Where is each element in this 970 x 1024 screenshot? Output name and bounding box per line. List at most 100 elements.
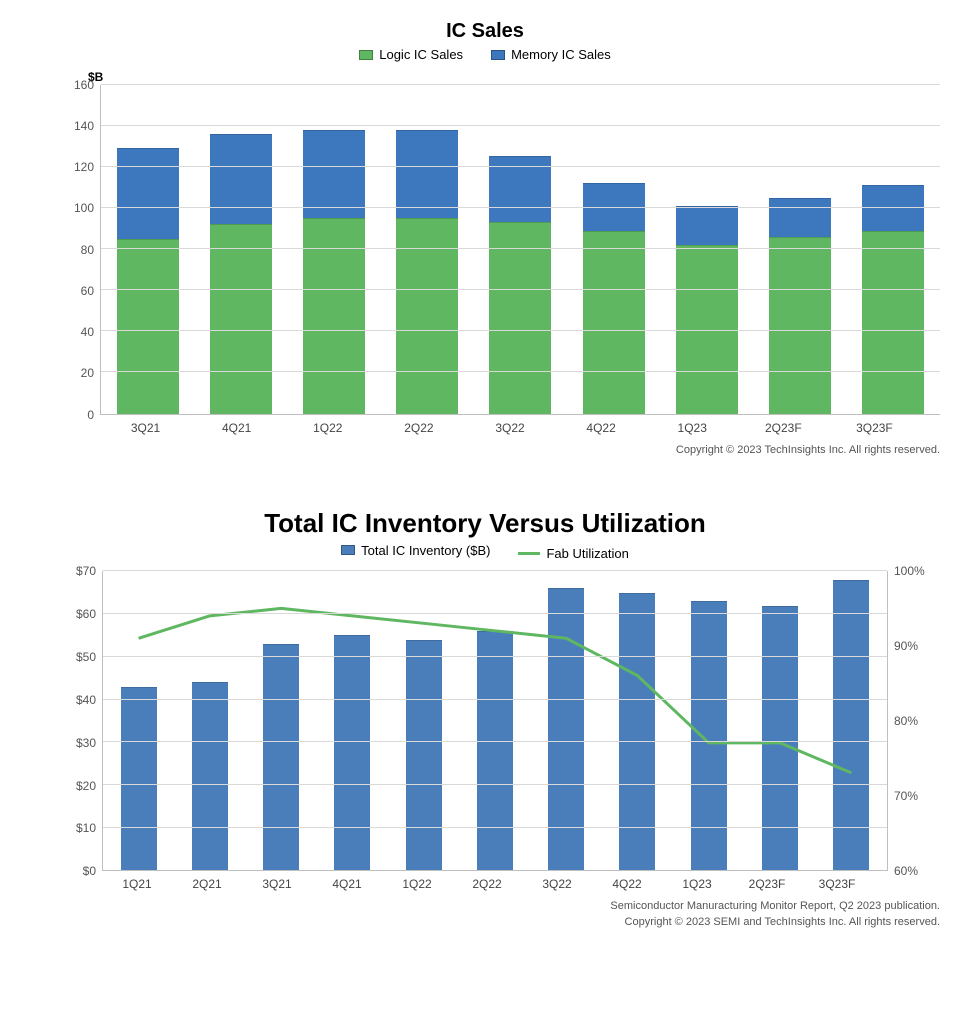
bar [489,85,551,414]
chart2-plot-area [102,571,888,871]
inventory-utilization-chart: Total IC Inventory Versus Utilization To… [30,508,940,930]
x-tick-label: 1Q21 [102,877,172,891]
legend-label: Memory IC Sales [511,47,611,62]
bar-segment [548,588,584,870]
bar-segment [691,601,727,870]
gridline [101,125,940,126]
x-tick-label: 1Q22 [382,877,452,891]
chart2-title: Total IC Inventory Versus Utilization [30,508,940,539]
bar-segment [762,606,798,871]
legend-label: Logic IC Sales [379,47,463,62]
legend-swatch [359,50,373,60]
bar [833,571,869,870]
x-tick-label: 1Q23 [647,421,738,435]
legend-label: Fab Utilization [546,546,628,561]
chart2-legend: Total IC Inventory ($B) Fab Utilization [30,543,940,562]
bar [210,85,272,414]
x-tick-label: 3Q21 [242,877,312,891]
gridline [103,741,887,742]
x-tick-label: 4Q22 [592,877,662,891]
chart2-y-axis-left: $70$60$50$40$30$20$10$0 [60,571,102,871]
gridline [101,166,940,167]
chart1-bars [101,85,940,414]
gridline [103,613,887,614]
bar [263,571,299,870]
x-tick-label: 3Q21 [100,421,191,435]
x-tick-label: 3Q23F [829,421,920,435]
gridline [101,330,940,331]
x-tick-label: 2Q21 [172,877,242,891]
chart1-copyright: Copyright © 2023 TechInsights Inc. All r… [30,443,940,458]
bar-segment [862,231,924,414]
bar-segment [210,224,272,413]
x-tick-label: 2Q23F [732,877,802,891]
x-tick-label: 3Q22 [464,421,555,435]
legend-swatch [341,545,355,555]
bar [769,85,831,414]
legend-item: Memory IC Sales [491,47,611,62]
gridline [103,656,887,657]
gridline [101,84,940,85]
chart1-legend: Logic IC Sales Memory IC Sales [30,47,940,63]
bar-segment [676,245,738,414]
bar-segment [117,148,179,238]
bar-segment [396,130,458,218]
legend-swatch [518,552,540,555]
bar-segment [619,593,655,871]
bar-segment [477,631,513,870]
chart1-x-axis: 3Q214Q211Q222Q223Q224Q221Q232Q23F3Q23F [100,421,920,435]
x-tick-label: 2Q23F [738,421,829,435]
chart1-y-axis: 160140120100806040200 [60,85,100,415]
legend-label: Total IC Inventory ($B) [361,543,490,558]
bar-segment [676,206,738,245]
bar-segment [406,640,442,871]
bar [406,571,442,870]
bar-segment [769,198,831,237]
x-tick-label: 2Q22 [452,877,522,891]
bar [762,571,798,870]
bar-segment [192,682,228,870]
bar-segment [210,134,272,224]
bar [477,571,513,870]
bar-segment [334,635,370,870]
legend-item: Fab Utilization [518,546,628,561]
bar-segment [769,237,831,414]
chart2-copyright-line2: Copyright © 2023 SEMI and TechInsights I… [625,916,940,928]
bar [548,571,584,870]
bar [583,85,645,414]
x-tick-label: 3Q23F [802,877,872,891]
chart1-title: IC Sales [30,20,940,43]
chart2-copyright-line1: Semiconductor Manuracturing Monitor Repo… [610,900,940,912]
bar [192,571,228,870]
gridline [101,248,940,249]
chart1-plot-area [100,85,940,415]
chart2-x-axis: 1Q212Q213Q214Q211Q222Q223Q224Q221Q232Q23… [102,877,872,891]
legend-item: Total IC Inventory ($B) [341,543,490,558]
x-tick-label: 4Q22 [556,421,647,435]
x-tick-label: 2Q22 [373,421,464,435]
legend-item: Logic IC Sales [359,47,463,62]
legend-swatch [491,50,505,60]
x-tick-label: 1Q22 [282,421,373,435]
bar-segment [263,644,299,870]
gridline [103,699,887,700]
bar [619,571,655,870]
bar-segment [303,130,365,218]
gridline [103,570,887,571]
bar [303,85,365,414]
bar-segment [121,687,157,871]
x-tick-label: 4Q21 [312,877,382,891]
gridline [103,827,887,828]
bar-segment [862,185,924,230]
chart2-copyright: Semiconductor Manuracturing Monitor Repo… [30,899,940,930]
gridline [103,784,887,785]
gridline [101,207,940,208]
bar [676,85,738,414]
chart2-y-axis-right: 100%90%80%70%60% [888,571,940,871]
x-tick-label: 4Q21 [191,421,282,435]
chart2-bars [103,571,887,870]
gridline [101,289,940,290]
x-tick-label: 3Q22 [522,877,592,891]
bar [396,85,458,414]
bar [334,571,370,870]
